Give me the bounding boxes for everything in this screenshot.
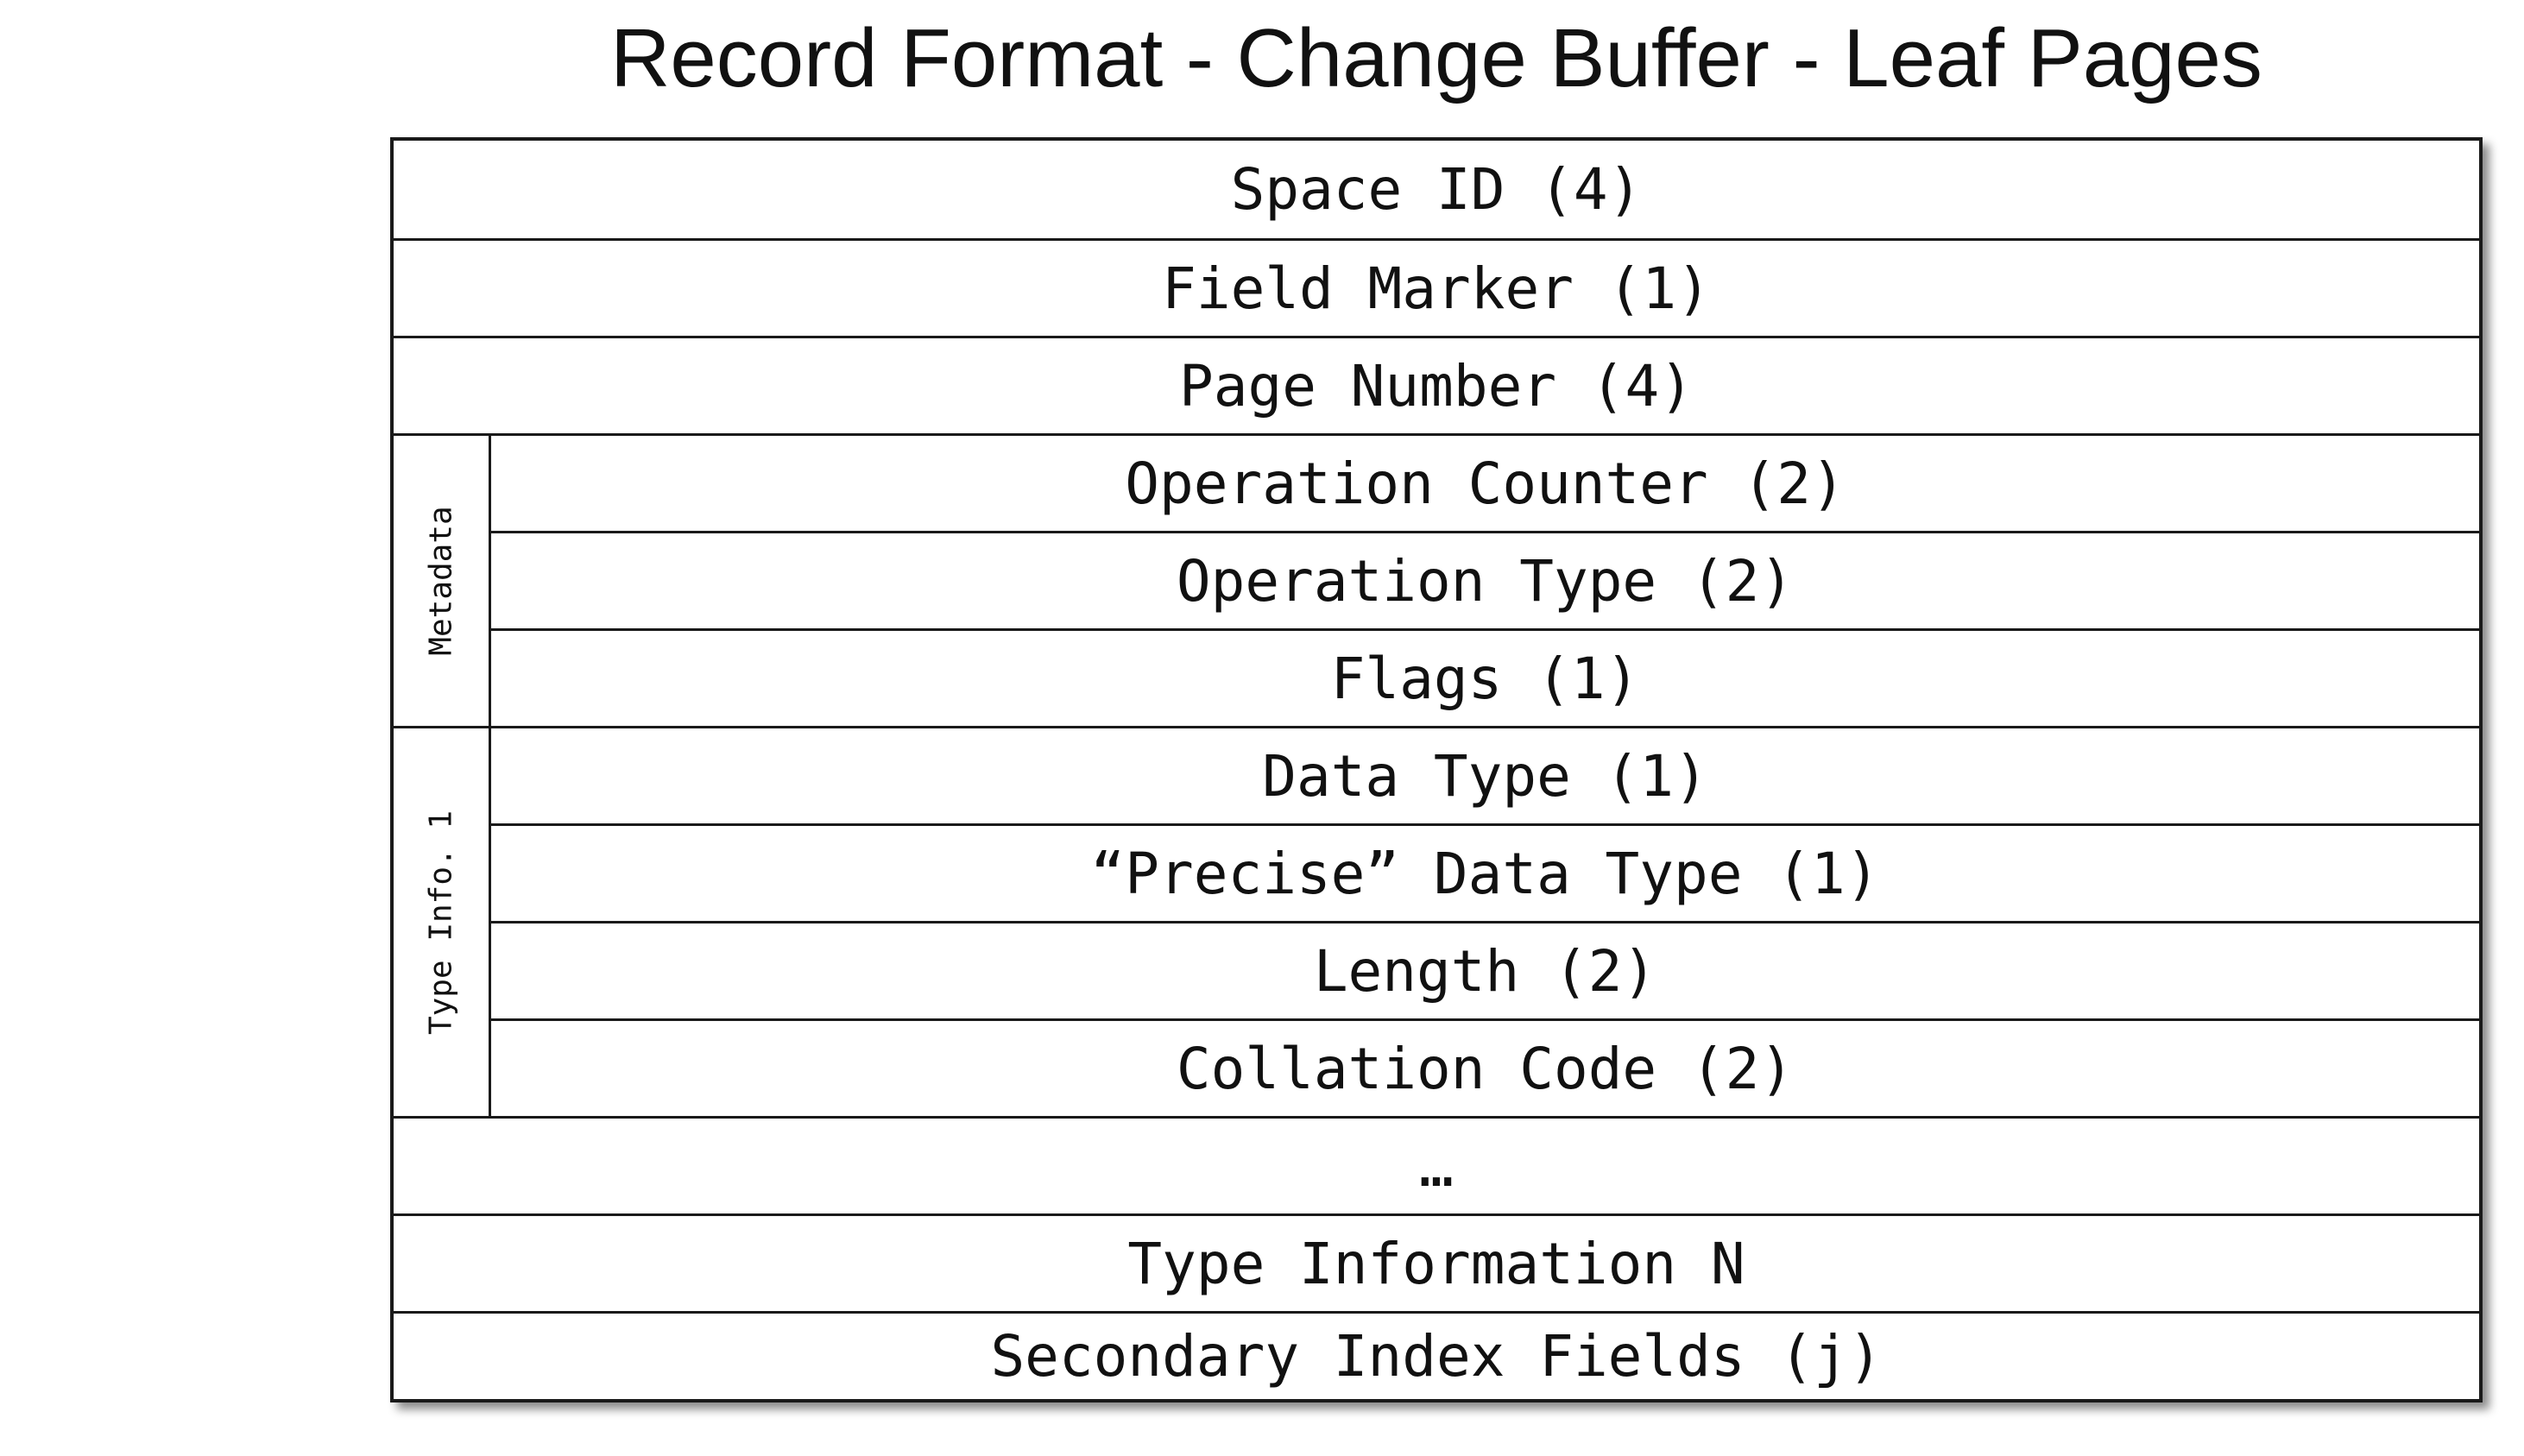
row-space-id: Space ID (4) bbox=[1230, 156, 1643, 223]
group-label-metadata: Metadata bbox=[423, 506, 459, 656]
row-flags: Flags (1) bbox=[491, 628, 2479, 726]
group-metadata: Metadata bbox=[394, 433, 491, 726]
row-operation-counter: Operation Counter (2) bbox=[491, 433, 2479, 531]
group-type-info-1: Type Info. 1 bbox=[394, 726, 491, 1116]
row-secondary-index-fields: Secondary Index Fields (j) bbox=[394, 1311, 2479, 1399]
group-label-type-info-1: Type Info. 1 bbox=[423, 810, 459, 1035]
row-type-information-n: Type Information N bbox=[394, 1213, 2479, 1311]
row-data-type: Data Type (1) bbox=[491, 726, 2479, 823]
diagram-title: Record Format - Change Buffer - Leaf Pag… bbox=[610, 12, 2262, 104]
record-format-diagram: Space ID (4) Field Marker (1) Page Numbe… bbox=[390, 137, 2483, 1402]
row-page-number: Page Number (4) bbox=[394, 336, 2479, 433]
row-precise-data-type: “Precise” Data Type (1) bbox=[491, 823, 2479, 921]
row-operation-type: Operation Type (2) bbox=[491, 531, 2479, 628]
row-ellipsis: … bbox=[394, 1116, 2479, 1213]
row-field-marker: Field Marker (1) bbox=[394, 238, 2479, 336]
row-length: Length (2) bbox=[491, 921, 2479, 1018]
row-collation-code: Collation Code (2) bbox=[491, 1018, 2479, 1116]
